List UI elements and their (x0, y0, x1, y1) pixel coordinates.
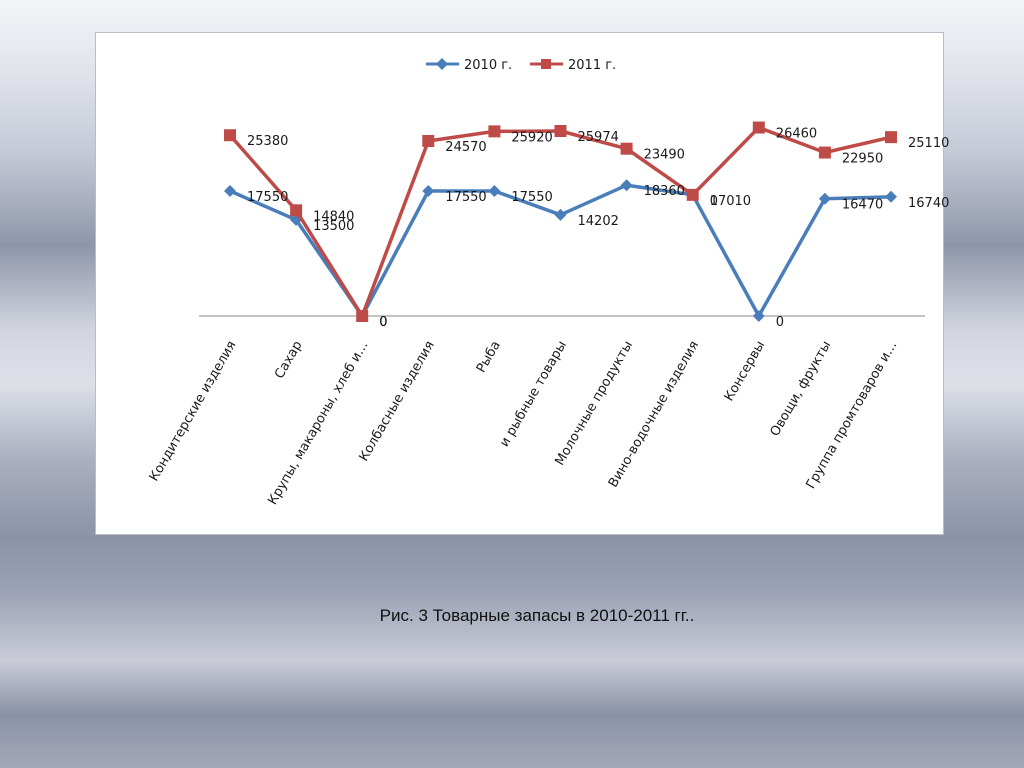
point-1-5 (554, 125, 567, 137)
data-label-1-10: 25110 (908, 136, 949, 151)
category-label-9: Овощи, фрукты (768, 339, 835, 440)
point-0-8 (752, 310, 765, 322)
data-label-0-9: 16470 (842, 198, 883, 213)
category-label-4: Рыба (474, 339, 504, 376)
category-label-8: Консервы (722, 339, 768, 405)
data-label-1-4: 25920 (511, 130, 552, 145)
data-label-1-0: 25380 (247, 134, 288, 149)
series-line-0 (229, 183, 892, 318)
category-label-3: Колбасные изделия (357, 339, 438, 465)
figure-caption: Рис. 3 Товарные запасы в 2010-2011 гг.. (379, 606, 695, 625)
category-label-1: Сахар (272, 339, 305, 382)
data-label-1-6: 23490 (644, 148, 685, 163)
data-label-1-1: 14840 (313, 209, 354, 224)
data-label-1-9: 22950 (842, 152, 883, 167)
data-label-0-5: 14202 (578, 214, 619, 229)
point-1-0 (224, 129, 236, 142)
point-1-10 (885, 131, 897, 144)
data-label-0-2: 0 (379, 315, 387, 330)
data-label-0-3: 17550 (445, 190, 486, 205)
point-1-2 (356, 310, 369, 322)
point-0-9 (818, 192, 831, 205)
legend-label-1: 2011 г. (568, 58, 616, 73)
legend: 2010 г. 2011 г. (426, 58, 616, 73)
data-label-0-1: 13500 (313, 219, 354, 234)
data-label-1-8: 26460 (776, 127, 817, 142)
data-label-1-2: 0 (379, 315, 387, 330)
data-label-1-5: 25974 (578, 130, 619, 145)
data-label-0-6: 18360 (644, 184, 685, 199)
point-1-4 (488, 125, 501, 138)
data-label-1-7: 0 (710, 194, 718, 209)
data-label-0-7: 17010 (710, 194, 751, 209)
data-label-1-3: 24570 (445, 140, 486, 155)
category-label-5: и рыбные товары (497, 339, 570, 450)
point-0-3 (422, 185, 435, 197)
point-1-6 (620, 142, 633, 155)
point-0-4 (488, 185, 501, 197)
data-label-0-0: 17550 (247, 190, 288, 205)
data-label-0-10: 16740 (908, 196, 949, 211)
data-label-0-4: 17550 (511, 190, 552, 205)
chart-area (95, 32, 944, 535)
point-0-5 (554, 208, 567, 221)
point-1-3 (422, 135, 435, 147)
point-1-8 (752, 121, 765, 134)
point-0-6 (620, 179, 633, 192)
data-label-0-8: 0 (776, 315, 784, 330)
point-1-7 (686, 188, 699, 201)
point-0-10 (885, 190, 897, 203)
legend-label-0: 2010 г. (464, 58, 512, 73)
point-1-9 (818, 146, 831, 159)
series-layer (224, 121, 897, 322)
legend-marker-1 (541, 59, 551, 69)
category-label-6: Молочные продукты (553, 339, 637, 469)
legend-marker-0 (436, 58, 448, 70)
category-label-0: Кондитерские изделия (147, 339, 240, 485)
point-0-0 (224, 185, 236, 197)
point-1-1 (290, 204, 303, 217)
